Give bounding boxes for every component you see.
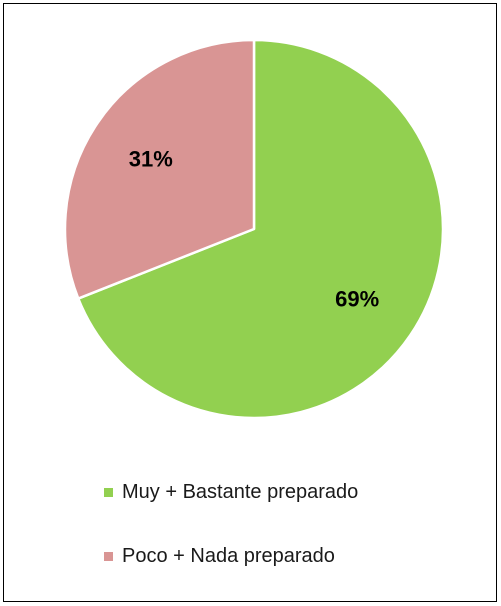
legend-item-muy-bastante: Muy + Bastante preparado bbox=[104, 478, 358, 506]
pie-data-label-1: 31% bbox=[129, 146, 173, 171]
pie-data-labels: 69% 31% bbox=[129, 146, 379, 311]
pie-data-label-0: 69% bbox=[335, 287, 379, 312]
legend-item-poco-nada: Poco + Nada preparado bbox=[104, 542, 358, 570]
legend: Muy + Bastante preparado Poco + Nada pre… bbox=[104, 478, 358, 606]
pie-slice-1 bbox=[63, 38, 256, 300]
legend-swatch-muy-bastante bbox=[104, 487, 113, 497]
legend-swatch-poco-nada bbox=[104, 551, 113, 561]
pie-slices bbox=[63, 38, 445, 420]
pie-slice-0 bbox=[77, 38, 445, 420]
legend-label-poco-nada: Poco + Nada preparado bbox=[122, 544, 335, 567]
legend-label-muy-bastante: Muy + Bastante preparado bbox=[122, 480, 359, 503]
